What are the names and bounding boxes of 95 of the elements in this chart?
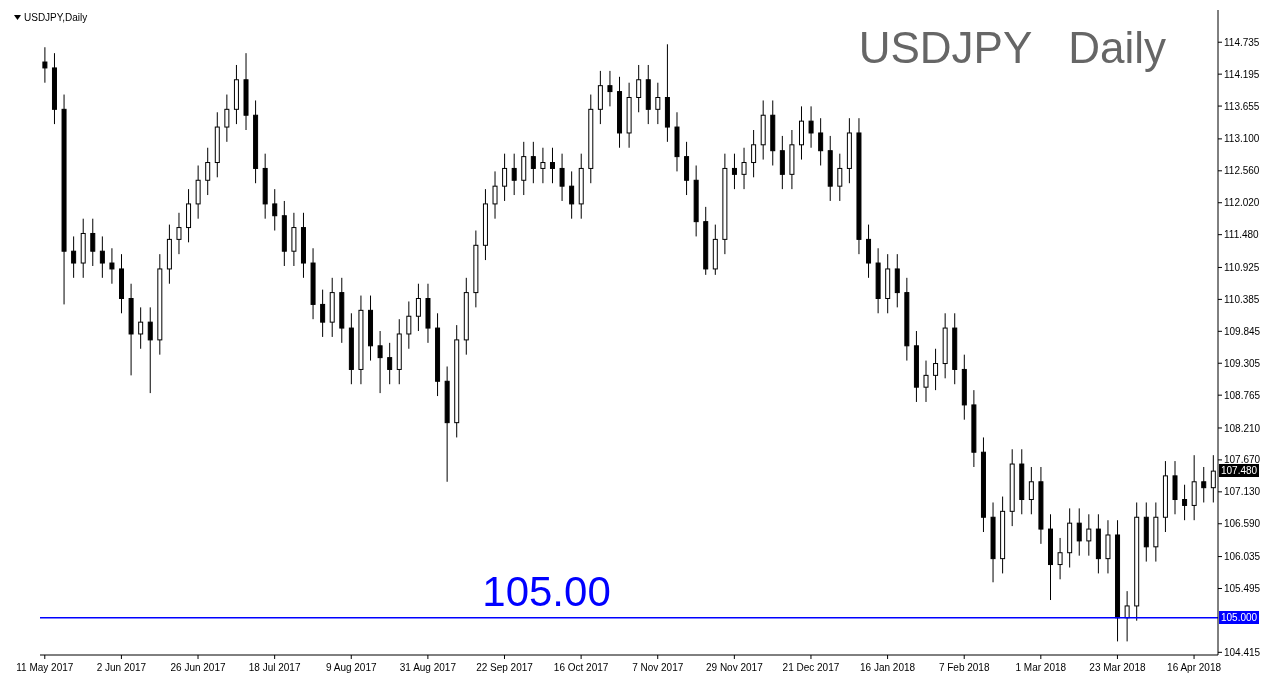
candlestick bbox=[607, 70, 613, 107]
x-tick-label: 22 Sep 2017 bbox=[476, 662, 534, 673]
candlestick bbox=[1124, 590, 1130, 642]
candlestick bbox=[549, 147, 555, 184]
candlestick bbox=[42, 46, 48, 84]
candlestick bbox=[415, 283, 421, 332]
candlestick bbox=[741, 147, 747, 190]
y-tick-label: 105.495 bbox=[1224, 583, 1261, 595]
candlestick bbox=[377, 330, 383, 394]
candlestick bbox=[1201, 466, 1207, 503]
y-tick-label: 111.480 bbox=[1224, 229, 1260, 241]
candlestick bbox=[1182, 484, 1188, 521]
candlestick bbox=[511, 153, 517, 196]
candlestick bbox=[291, 212, 297, 267]
y-tick-label: 107.670 bbox=[1224, 454, 1261, 466]
candlestick bbox=[837, 153, 843, 202]
x-tick-label: 23 Mar 2018 bbox=[1089, 662, 1146, 673]
y-tick-label: 110.385 bbox=[1224, 293, 1260, 305]
candlestick bbox=[540, 147, 546, 184]
x-tick-label: 21 Dec 2017 bbox=[782, 662, 840, 673]
candlestick bbox=[90, 218, 96, 267]
candlestick bbox=[147, 306, 153, 394]
x-tick-label: 29 Nov 2017 bbox=[705, 662, 764, 673]
y-tick-label: 112.560 bbox=[1224, 165, 1260, 177]
candlestick bbox=[1172, 460, 1178, 515]
y-tick-label: 107.130 bbox=[1224, 486, 1261, 498]
x-tick-label: 11 May 2017 bbox=[16, 662, 74, 673]
x-tick-label: 7 Feb 2018 bbox=[938, 662, 990, 673]
candlestick bbox=[569, 170, 575, 220]
candlestick bbox=[387, 342, 393, 385]
y-tick-label: 109.305 bbox=[1224, 357, 1261, 369]
y-tick-label: 109.845 bbox=[1224, 325, 1261, 337]
candlestick bbox=[1191, 454, 1197, 521]
candlestick bbox=[320, 289, 326, 338]
candlestick bbox=[1086, 513, 1092, 557]
candlestick bbox=[406, 300, 412, 350]
x-tick-label: 26 Jun 2017 bbox=[170, 662, 226, 673]
candlestick bbox=[205, 147, 211, 196]
x-tick-label: 2 Jun 2017 bbox=[96, 662, 147, 673]
x-tick-label: 16 Oct 2017 bbox=[553, 662, 609, 673]
candlestick bbox=[866, 224, 872, 279]
x-tick-label: 7 Nov 2017 bbox=[632, 662, 684, 673]
candlestick bbox=[99, 235, 105, 279]
candlestick bbox=[636, 64, 642, 113]
candlestick bbox=[808, 105, 814, 149]
candlestick bbox=[1076, 507, 1082, 557]
candlestick bbox=[502, 153, 508, 202]
annotation: 105.000 bbox=[1219, 610, 1260, 624]
candlestick bbox=[71, 235, 77, 279]
candlestick bbox=[109, 247, 115, 285]
y-tick-label: 106.590 bbox=[1224, 518, 1261, 530]
x-tick-label: 18 Jul 2017 bbox=[248, 662, 301, 673]
ref-line-label: 105.00 bbox=[482, 567, 611, 615]
y-tick-label: 114.735 bbox=[1224, 36, 1260, 48]
y-tick-label: 113.655 bbox=[1224, 100, 1260, 112]
candlestick bbox=[799, 105, 804, 161]
candlestick bbox=[933, 348, 939, 391]
y-tick-label: 112.020 bbox=[1224, 197, 1260, 209]
candlestick bbox=[731, 153, 737, 190]
candlestick bbox=[224, 94, 230, 143]
x-tick-label: 1 Mar 2018 bbox=[1015, 662, 1067, 673]
candlestick bbox=[894, 253, 900, 308]
candlestick bbox=[186, 188, 192, 243]
candlestick bbox=[684, 141, 690, 196]
y-tick-label: 106.035 bbox=[1224, 551, 1261, 563]
annotation: USDJPY,Daily bbox=[24, 12, 88, 23]
annotation: 107.480 bbox=[1219, 464, 1260, 478]
chart-title: USDJPY Daily bbox=[858, 22, 1166, 74]
y-tick-label: 108.765 bbox=[1224, 389, 1261, 401]
candlestick bbox=[655, 82, 661, 125]
candlestick bbox=[818, 117, 824, 166]
candlestick bbox=[1028, 466, 1034, 515]
candlestick bbox=[176, 212, 182, 255]
candlestick bbox=[195, 164, 201, 220]
candlestick bbox=[521, 141, 527, 196]
candlestick bbox=[492, 170, 498, 220]
x-tick-label: 16 Apr 2018 bbox=[1167, 662, 1222, 673]
candlestick bbox=[272, 188, 278, 232]
candlestick bbox=[530, 141, 536, 184]
candlestick bbox=[559, 153, 565, 202]
candlestick bbox=[923, 360, 929, 403]
y-tick-label: 110.925 bbox=[1224, 262, 1260, 274]
candlestick bbox=[1057, 537, 1063, 580]
candlestick bbox=[751, 129, 757, 178]
y-tick-label: 104.415 bbox=[1224, 646, 1261, 658]
candlestick bbox=[1105, 519, 1111, 574]
x-tick-label: 31 Aug 2017 bbox=[399, 662, 457, 673]
candlestick bbox=[597, 70, 603, 125]
candlestick bbox=[138, 306, 144, 350]
y-tick-label: 114.195 bbox=[1224, 68, 1260, 80]
x-tick-label: 9 Aug 2017 bbox=[325, 662, 377, 673]
y-tick-label: 108.210 bbox=[1224, 422, 1261, 434]
y-tick-label: 113.100 bbox=[1224, 133, 1260, 145]
candlestick bbox=[779, 135, 785, 190]
x-tick-label: 16 Jan 2018 bbox=[860, 662, 916, 673]
